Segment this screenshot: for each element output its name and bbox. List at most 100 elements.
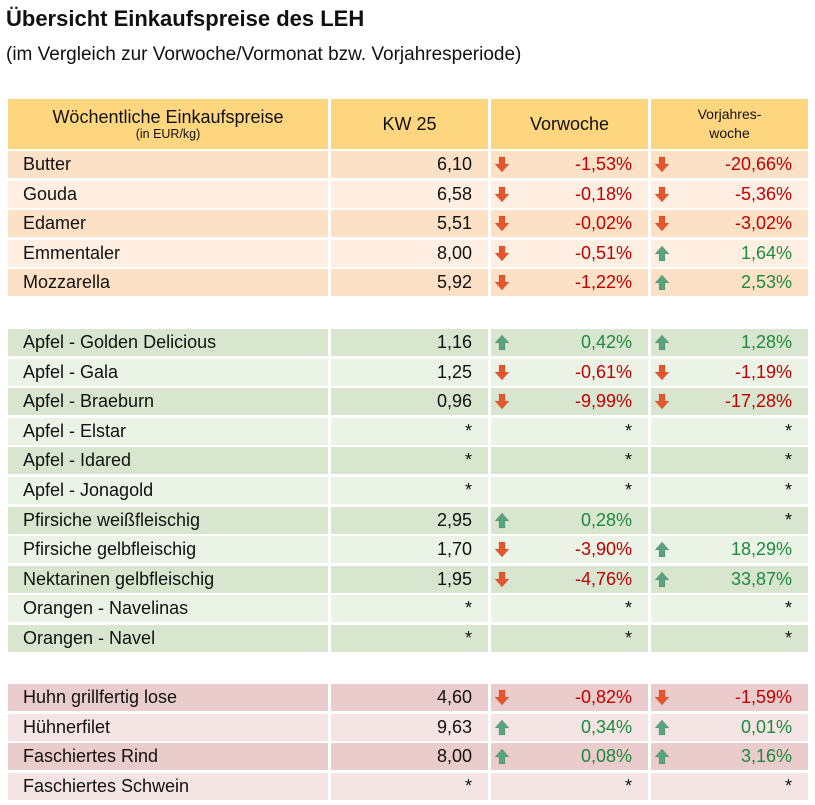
header-current-week-label: KW 25	[382, 114, 437, 134]
cell-background	[8, 359, 328, 386]
arrow-up-icon	[654, 541, 670, 558]
change-previous-year: 18,29%	[730, 539, 792, 559]
product-name: Apfel - Idared	[23, 450, 132, 470]
table-row: Pfirsiche gelbfleischig 1,70 -3,90% 18,29%	[0, 536, 815, 563]
arrow-down-icon	[494, 186, 510, 203]
cell-background	[8, 684, 328, 711]
cell-background	[491, 773, 648, 800]
price-value: *	[464, 450, 472, 470]
price-value: 0,96	[436, 391, 472, 411]
arrow-up-icon	[494, 512, 510, 529]
product-name: Faschiertes Schwein	[23, 776, 190, 796]
header-product-label: Wöchentliche Einkaufspreise	[52, 106, 284, 127]
change-previous-week: -0,61%	[574, 362, 632, 382]
table-row: Apfel - Golden Delicious 1,16 0,42% 1,28%	[0, 329, 815, 356]
change-previous-week: 0,34%	[580, 717, 632, 737]
change-previous-week: -9,99%	[574, 391, 632, 411]
change-previous-year: *	[784, 510, 792, 530]
change-previous-year: *	[784, 598, 792, 618]
cell-background	[331, 418, 488, 445]
price-value: 8,00	[436, 746, 472, 766]
cell-background	[491, 477, 648, 504]
cell-background	[651, 447, 808, 474]
cell-background	[491, 507, 648, 534]
table-row: Faschiertes Schwein * * *	[0, 773, 815, 800]
cell-background	[491, 595, 648, 622]
product-name: Faschiertes Rind	[23, 746, 159, 766]
table-row: Huhn grillfertig lose 4,60 -0,82% -1,59%	[0, 684, 815, 711]
cell-background	[491, 240, 648, 267]
cell-background	[651, 566, 808, 593]
cell-background	[8, 240, 328, 267]
table-row: Nektarinen gelbfleischig 1,95 -4,76% 33,87%	[0, 566, 815, 593]
change-previous-year: -1,59%	[734, 687, 792, 707]
table-row: Apfel - Jonagold * * *	[0, 477, 815, 504]
price-value: *	[464, 480, 472, 500]
price-value: 1,70	[436, 539, 472, 559]
cell-background	[331, 181, 488, 208]
change-previous-year: *	[784, 480, 792, 500]
cell-background	[651, 477, 808, 504]
arrow-down-icon	[654, 393, 670, 410]
cell-background	[331, 210, 488, 237]
change-previous-week: *	[624, 598, 632, 618]
change-previous-year: 3,16%	[740, 746, 792, 766]
cell-background	[8, 714, 328, 741]
price-value: 8,00	[436, 243, 472, 263]
cell-background	[8, 388, 328, 415]
cell-background	[8, 566, 328, 593]
product-name: Emmentaler	[23, 243, 121, 263]
cell-background	[491, 447, 648, 474]
change-previous-week: -0,18%	[574, 184, 632, 204]
product-name: Hühnerfilet	[23, 717, 111, 737]
arrow-up-icon	[654, 719, 670, 736]
cell-background	[491, 566, 648, 593]
product-name: Mozzarella	[23, 272, 111, 292]
arrow-up-icon	[654, 334, 670, 351]
cell-background	[331, 359, 488, 386]
cell-background	[8, 625, 328, 652]
arrow-down-icon	[494, 215, 510, 232]
cell-background	[491, 269, 648, 296]
price-value: *	[464, 421, 472, 441]
product-name: Edamer	[23, 213, 87, 233]
cell-background	[8, 447, 328, 474]
price-value: *	[464, 628, 472, 648]
price-value: 2,95	[436, 510, 472, 530]
header-previous-week-label: Vorwoche	[529, 114, 610, 134]
cell-background	[651, 773, 808, 800]
change-previous-week: -1,22%	[574, 272, 632, 292]
cell-background	[331, 566, 488, 593]
change-previous-week: -1,53%	[574, 154, 632, 174]
change-previous-year: -20,66%	[724, 154, 792, 174]
change-previous-week: -3,90%	[574, 539, 632, 559]
change-previous-year: -5,36%	[734, 184, 792, 204]
cell-background	[491, 181, 648, 208]
arrow-down-icon	[654, 364, 670, 381]
arrow-up-icon	[654, 748, 670, 765]
change-previous-year: 2,53%	[740, 272, 792, 292]
cell-background	[651, 684, 808, 711]
cell-background	[8, 773, 328, 800]
arrow-up-icon	[654, 245, 670, 262]
change-previous-week: 0,42%	[580, 332, 632, 352]
product-name: Apfel - Braeburn	[23, 391, 155, 411]
arrow-down-icon	[494, 364, 510, 381]
change-previous-year: 33,87%	[730, 569, 792, 589]
table-row: Apfel - Idared * * *	[0, 447, 815, 474]
price-value: 1,25	[436, 362, 472, 382]
arrow-down-icon	[494, 689, 510, 706]
arrow-down-icon	[654, 156, 670, 173]
change-previous-year: -1,19%	[734, 362, 792, 382]
change-previous-week: 0,28%	[580, 510, 632, 530]
header-previous-week: Vorwoche	[491, 99, 648, 149]
cell-background	[331, 151, 488, 178]
table-row: Pfirsiche weißfleischig 2,95 0,28% *	[0, 507, 815, 534]
change-previous-year: *	[784, 450, 792, 470]
change-previous-week: -0,02%	[574, 213, 632, 233]
cell-background	[8, 329, 328, 356]
cell-background	[331, 447, 488, 474]
price-value: 6,58	[436, 184, 472, 204]
cell-background	[331, 536, 488, 563]
cell-background	[651, 210, 808, 237]
